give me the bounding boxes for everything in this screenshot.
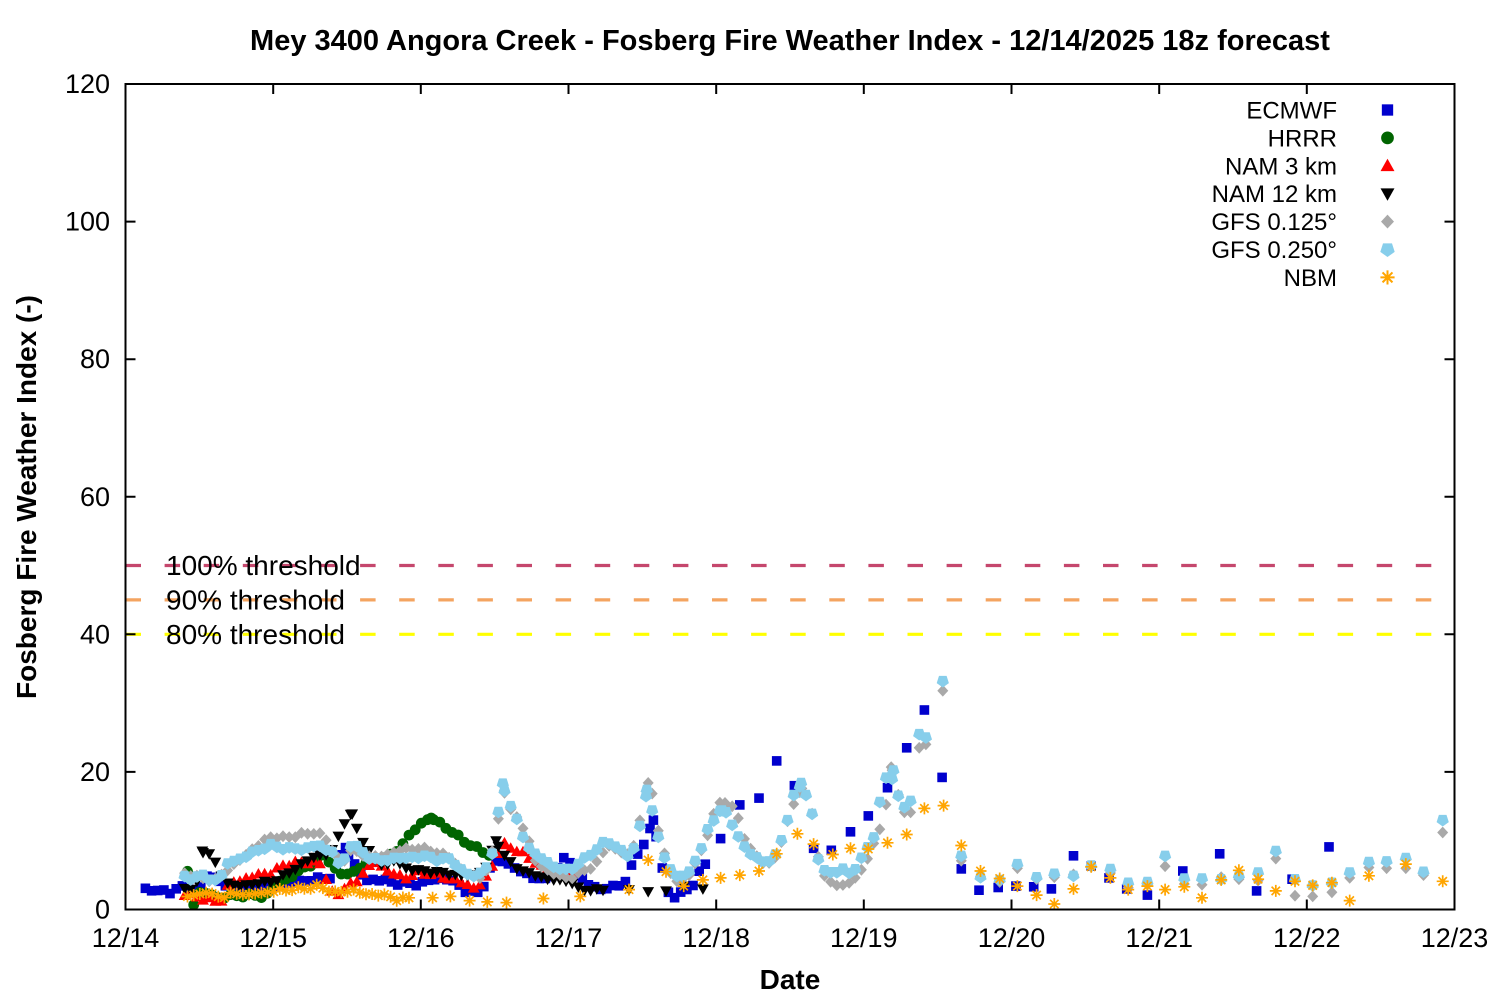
svg-text:Mey 3400 Angora Creek - Fosber: Mey 3400 Angora Creek - Fosberg Fire Wea… — [250, 25, 1330, 57]
svg-text:12/22: 12/22 — [1273, 923, 1341, 953]
svg-text:12/20: 12/20 — [978, 923, 1046, 953]
svg-text:100% threshold: 100% threshold — [166, 550, 361, 581]
svg-text:Date: Date — [760, 964, 821, 995]
svg-text:GFS 0.125°: GFS 0.125° — [1211, 209, 1337, 236]
svg-text:NBM: NBM — [1284, 265, 1337, 292]
svg-text:12/19: 12/19 — [830, 923, 898, 953]
svg-text:NAM 3 km: NAM 3 km — [1225, 153, 1337, 180]
svg-text:NAM 12 km: NAM 12 km — [1212, 181, 1337, 208]
svg-text:120: 120 — [65, 69, 110, 99]
svg-text:80: 80 — [80, 344, 110, 374]
svg-text:60: 60 — [80, 482, 110, 512]
svg-text:40: 40 — [80, 619, 110, 649]
svg-text:80% threshold: 80% threshold — [166, 619, 345, 650]
svg-text:100: 100 — [65, 207, 110, 237]
svg-text:12/21: 12/21 — [1125, 923, 1193, 953]
svg-text:12/16: 12/16 — [387, 923, 455, 953]
svg-text:12/17: 12/17 — [535, 923, 603, 953]
svg-text:ECMWF: ECMWF — [1246, 98, 1337, 125]
svg-text:12/15: 12/15 — [239, 923, 307, 953]
svg-text:12/18: 12/18 — [682, 923, 750, 953]
svg-text:0: 0 — [95, 895, 110, 925]
svg-text:90% threshold: 90% threshold — [166, 584, 345, 615]
svg-text:20: 20 — [80, 757, 110, 787]
svg-text:12/23: 12/23 — [1421, 923, 1489, 953]
svg-text:Fosberg Fire Weather Index (-): Fosberg Fire Weather Index (-) — [11, 295, 42, 699]
svg-text:HRRR: HRRR — [1268, 125, 1337, 152]
svg-text:GFS 0.250°: GFS 0.250° — [1211, 237, 1337, 264]
svg-text:12/14: 12/14 — [92, 923, 160, 953]
